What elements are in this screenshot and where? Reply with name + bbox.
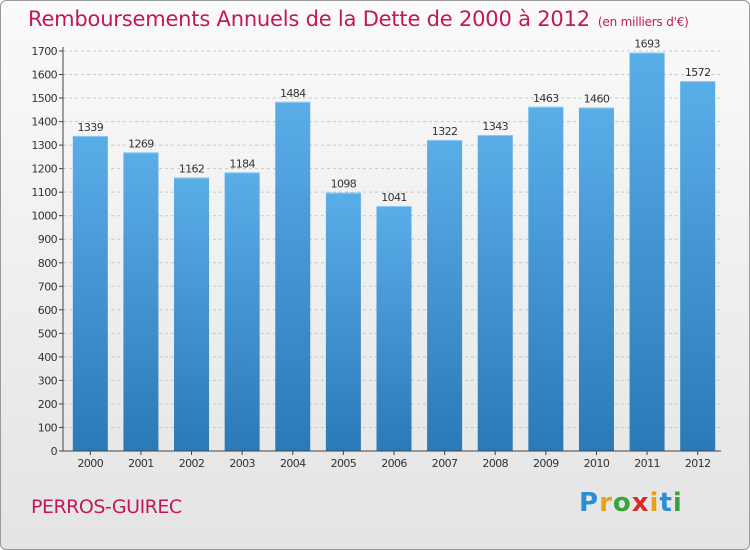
bar [629,52,665,451]
x-tick-label: 2001 [128,457,154,470]
y-tick-label: 900 [38,233,58,246]
y-tick-label: 300 [38,374,58,387]
y-tick-label: 0 [51,445,58,458]
y-tick-label: 1000 [31,210,57,223]
x-tick-label: 2011 [634,457,660,470]
x-tick-label: 2012 [685,457,711,470]
logo-letter: x [631,488,650,518]
bar [376,206,412,451]
x-tick-label: 2007 [432,457,458,470]
bar [224,172,260,452]
bar-value-label: 1460 [584,92,610,105]
bar [427,139,463,452]
y-tick-label: 1400 [31,116,57,129]
bar-value-label: 1343 [482,120,508,133]
proxiti-logo: Proxiti [579,488,683,518]
bar-value-label: 1339 [78,121,104,134]
logo-letter: i [649,488,660,518]
y-tick-label: 1500 [31,92,57,105]
bar [477,135,513,451]
bar-value-label: 1184 [229,157,255,170]
x-tick-label: 2005 [331,457,357,470]
bar [528,106,564,451]
bar [680,81,716,451]
city-name: PERROS-GUIREC [31,496,182,518]
bar [275,101,311,451]
y-tick-label: 400 [38,351,58,364]
bar-value-label: 1322 [432,125,458,138]
x-tick-label: 2000 [78,457,104,470]
bar-value-label: 1463 [533,92,559,105]
logo-letter: t [659,488,673,518]
logo-letter: i [672,488,683,518]
y-tick-label: 1300 [31,139,57,152]
y-tick-label: 600 [38,304,58,317]
y-tick-label: 200 [38,398,58,411]
bar-value-label: 1041 [381,191,407,204]
bar [72,135,108,452]
logo-letter: r [599,488,613,518]
chart-title-text: Remboursements Annuels de la Dette de 20… [28,7,590,31]
y-tick-label: 100 [38,421,58,434]
y-tick-label: 800 [38,257,58,270]
bar [578,107,614,452]
x-tick-label: 2006 [381,457,407,470]
chart-title: Remboursements Annuels de la Dette de 20… [28,7,689,31]
logo-letter: P [579,488,600,518]
y-tick-label: 500 [38,327,58,340]
x-tick-label: 2004 [280,457,306,470]
x-tick-label: 2009 [533,457,559,470]
bar [174,177,210,451]
logo-letter: o [612,488,632,518]
x-tick-label: 2010 [584,457,610,470]
chart-unit: (en milliers d'€) [597,15,689,29]
bar-value-label: 1572 [685,66,711,79]
y-tick-label: 1700 [31,45,57,58]
bar [123,152,159,452]
bar-value-label: 1098 [331,178,357,191]
bar-value-label: 1162 [179,163,205,176]
y-tick-label: 700 [38,280,58,293]
x-tick-label: 2002 [179,457,205,470]
y-tick-label: 1200 [31,163,57,176]
bar-value-label: 1269 [128,137,154,150]
bar-value-label: 1693 [634,38,660,51]
y-tick-label: 1100 [31,186,57,199]
bar [325,192,361,451]
x-tick-label: 2008 [482,457,508,470]
bar-value-label: 1484 [280,87,306,100]
x-tick-label: 2003 [229,457,255,470]
y-tick-label: 1600 [31,69,57,82]
